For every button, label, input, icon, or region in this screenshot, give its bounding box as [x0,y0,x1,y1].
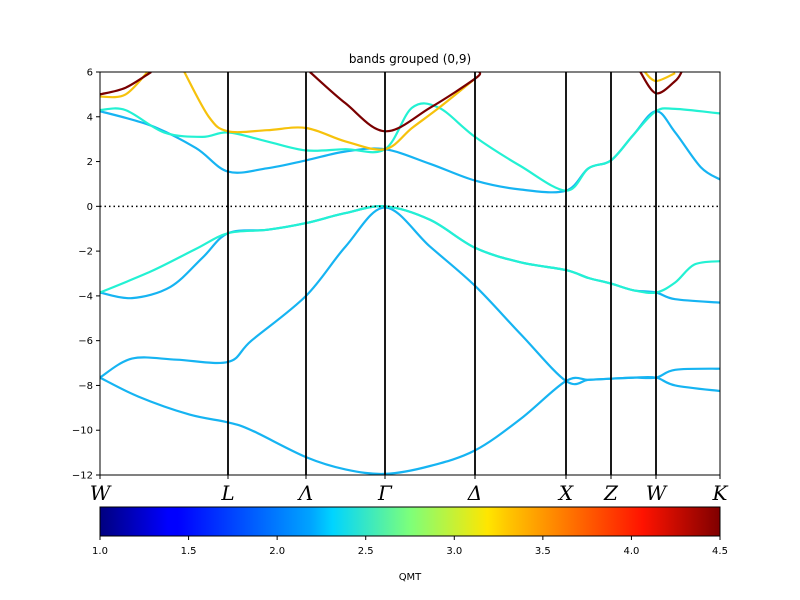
kpoint-label: W [646,481,668,505]
colorbar-label: QMT [399,572,422,583]
kpoint-divider-lines [227,72,657,475]
kpoint-label: Γ [377,481,393,505]
chart-title: bands grouped (0,9) [349,52,471,66]
y-tick-label: −6 [78,336,93,347]
kpoint-label: L [220,481,234,505]
band-line-11 [639,72,683,95]
kpoint-label: Z [603,481,619,505]
y-tick-label: 2 [87,157,93,168]
y-tick-label: −4 [78,291,93,302]
kpoint-label: Δ [467,481,482,505]
y-tick-label: 4 [87,112,93,123]
kpoint-label: Λ [297,481,313,505]
band-line-2 [100,375,720,475]
plot-frame [99,71,721,476]
y-tick-label: −8 [78,381,93,392]
band-lines [100,72,720,475]
band-line-9 [100,72,152,96]
kpoint-label: X [557,481,574,505]
colorbar-tick-label: 1.0 [92,546,108,557]
band-line-8 [183,72,476,151]
colorbar: 1.0 1.5 2.0 2.5 3.0 3.5 4.0 4.5 QMT [92,506,728,583]
colorbar-tick-label: 2.0 [269,546,285,557]
y-axis: 6 4 2 0 −2 −4 −6 −8 −10 −12 [72,68,100,482]
y-tick-label: −12 [72,471,93,482]
band-line-5 [100,110,720,194]
colorbar-tick-label: 2.5 [358,546,374,557]
colorbar-gradient [99,506,721,537]
colorbar-tick-label: 4.5 [712,546,728,557]
y-tick-label: 0 [87,202,93,213]
colorbar-tick-label: 1.5 [181,546,197,557]
band-line-12 [644,72,676,83]
colorbar-tick-label: 3.0 [446,546,462,557]
y-tick-label: 6 [87,68,93,79]
colorbar-tick-label: 3.5 [535,546,551,557]
band-line-10 [309,72,482,133]
kpoint-label: W [90,481,112,505]
band-line-7 [100,72,149,99]
band-line-4 [100,205,720,295]
y-tick-label: −2 [78,247,93,258]
colorbar-ticks: 1.0 1.5 2.0 2.5 3.0 3.5 4.0 4.5 [92,536,728,557]
colorbar-tick-label: 4.0 [623,546,639,557]
y-tick-label: −10 [72,426,93,437]
kpoint-label: K [712,481,729,505]
band-line-1 [100,206,720,386]
band-line-6 [100,102,720,192]
